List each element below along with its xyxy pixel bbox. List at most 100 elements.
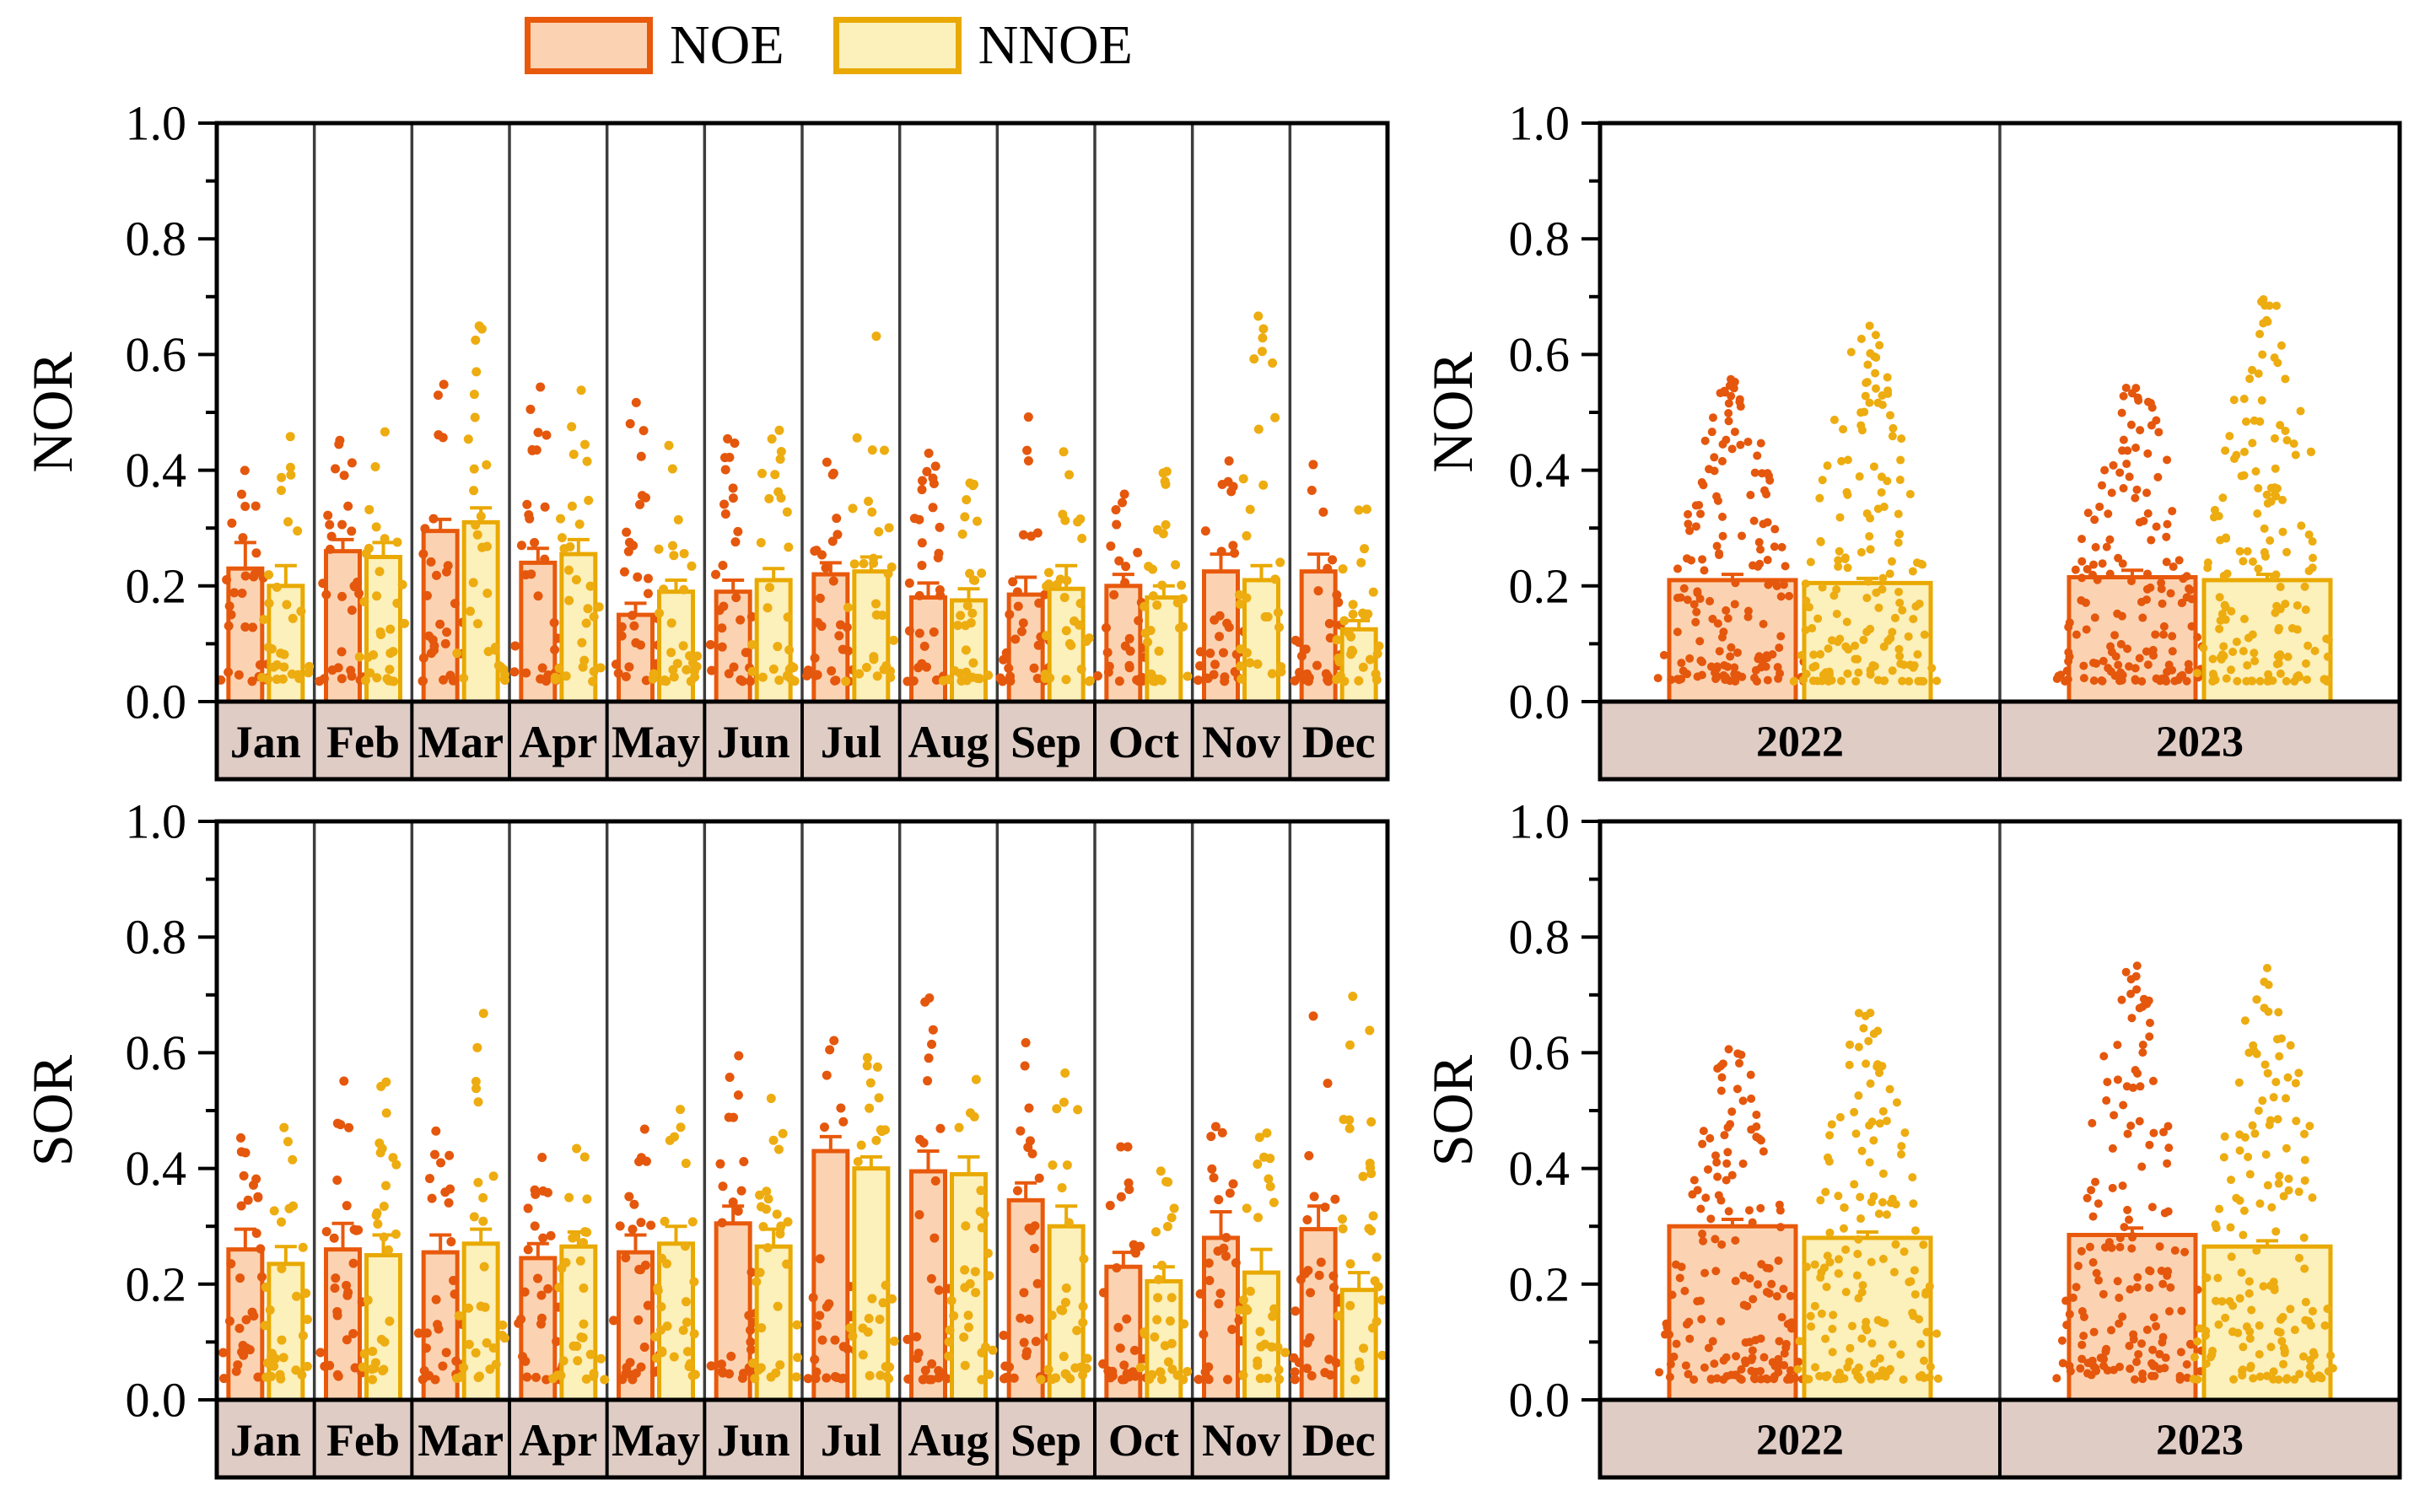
scatter-point (1774, 1368, 1783, 1377)
category-label: Nov (1202, 1415, 1280, 1466)
scatter-point (1337, 1214, 1347, 1224)
scatter-point (1880, 676, 1889, 686)
scatter-point (834, 631, 844, 641)
scatter-point (1302, 1214, 1312, 1224)
scatter-point (445, 670, 455, 681)
scatter-point (1361, 504, 1371, 514)
scatter-point (1878, 1169, 1888, 1178)
scatter-point (522, 1372, 532, 1382)
scatter-point (2126, 989, 2136, 998)
scatter-point (924, 448, 934, 458)
scatter-point (276, 648, 286, 659)
scatter-point (1808, 676, 1818, 686)
scatter-point (1040, 669, 1050, 679)
scatter-point (2148, 645, 2158, 654)
scatter-point (1723, 1122, 1732, 1132)
scatter-point (1106, 541, 1116, 552)
scatter-point (2209, 513, 2218, 522)
scatter-point (1920, 630, 1929, 639)
scatter-point (825, 1045, 835, 1055)
scatter-point (1723, 1148, 1732, 1157)
scatter-point (1075, 514, 1086, 524)
scatter-point (2232, 1193, 2241, 1203)
scatter-point (956, 611, 966, 621)
scatter-point (1878, 1366, 1887, 1375)
scatter-point (1865, 1121, 1874, 1130)
scatter-point (654, 544, 664, 554)
category-label: 2023 (2156, 718, 2244, 767)
scatter-point (1368, 1211, 1378, 1221)
scatter-point (224, 1316, 234, 1326)
scatter-point (621, 1253, 631, 1263)
scatter-point (756, 1363, 766, 1373)
scatter-point (1005, 1362, 1015, 1372)
scatter-point (1368, 587, 1378, 597)
scatter-point (1896, 659, 1905, 669)
scatter-point (540, 675, 550, 685)
scatter-point (772, 1209, 782, 1219)
scatter-point (2147, 1203, 2157, 1212)
scatter-point (687, 1217, 698, 1227)
scatter-point (2089, 676, 2099, 686)
scatter-point (2159, 630, 2169, 639)
category-label: Nov (1202, 717, 1280, 767)
scatter-point (2083, 1369, 2092, 1378)
scatter-point (1043, 568, 1053, 578)
scatter-point (934, 1365, 944, 1375)
scatter-point (1161, 519, 1171, 530)
scatter-point (2232, 450, 2241, 460)
scatter-point (1888, 666, 1897, 675)
scatter-point (1291, 1306, 1301, 1316)
scatter-point (1308, 460, 1318, 470)
scatter-point (2214, 1320, 2223, 1329)
y-tick-label: 0.4 (1509, 1141, 1571, 1196)
scatter-point (817, 1335, 827, 1345)
scatter-point (285, 462, 295, 472)
scatter-point (2065, 1310, 2074, 1319)
scatter-point (2077, 1246, 2086, 1256)
scatter-point (350, 1363, 360, 1373)
scatter-point (1161, 466, 1172, 476)
scatter-point (1874, 603, 1883, 612)
scatter-point (542, 1187, 552, 1197)
scatter-point (583, 604, 593, 614)
scatter-point (1700, 566, 1709, 575)
scatter-point (1878, 1197, 1888, 1207)
scatter-point (1776, 632, 1786, 641)
scatter-point (2149, 1128, 2158, 1138)
scatter-point (1854, 668, 1863, 677)
scatter-point (1146, 669, 1156, 679)
scatter-point (2238, 1370, 2247, 1380)
scatter-point (472, 1042, 482, 1052)
scatter-point (1372, 648, 1382, 659)
scatter-point (1887, 557, 1896, 566)
scatter-point (337, 519, 348, 530)
scatter-point (1018, 618, 1028, 628)
scatter-point (431, 1294, 441, 1305)
bar-nor-monthly-noe-aug (909, 595, 947, 704)
scatter-point (643, 1300, 653, 1310)
scatter-point (577, 638, 587, 648)
scatter-point (1821, 1187, 1830, 1197)
scatter-point (1873, 504, 1883, 514)
scatter-point (1871, 369, 1880, 378)
scatter-point (1199, 1329, 1209, 1339)
scatter-point (1052, 1104, 1062, 1114)
scatter-point (231, 1366, 241, 1376)
scatter-point (1726, 652, 1735, 661)
scatter-point (1161, 1176, 1172, 1186)
scatter-point (2294, 1068, 2304, 1078)
scatter-point (1236, 644, 1246, 654)
scatter-point (368, 1375, 378, 1385)
scatter-point (2279, 1359, 2288, 1369)
scatter-point (1735, 397, 1744, 406)
scatter-point (568, 449, 579, 460)
scatter-point (1258, 324, 1269, 334)
scatter-point (418, 653, 428, 663)
y-tick-label: 0.8 (1509, 910, 1571, 965)
scatter-point (2125, 1215, 2134, 1224)
scatter-point (867, 1294, 877, 1304)
scatter-point (267, 1348, 278, 1359)
scatter-point (1016, 1313, 1026, 1323)
scatter-point (926, 1273, 936, 1283)
